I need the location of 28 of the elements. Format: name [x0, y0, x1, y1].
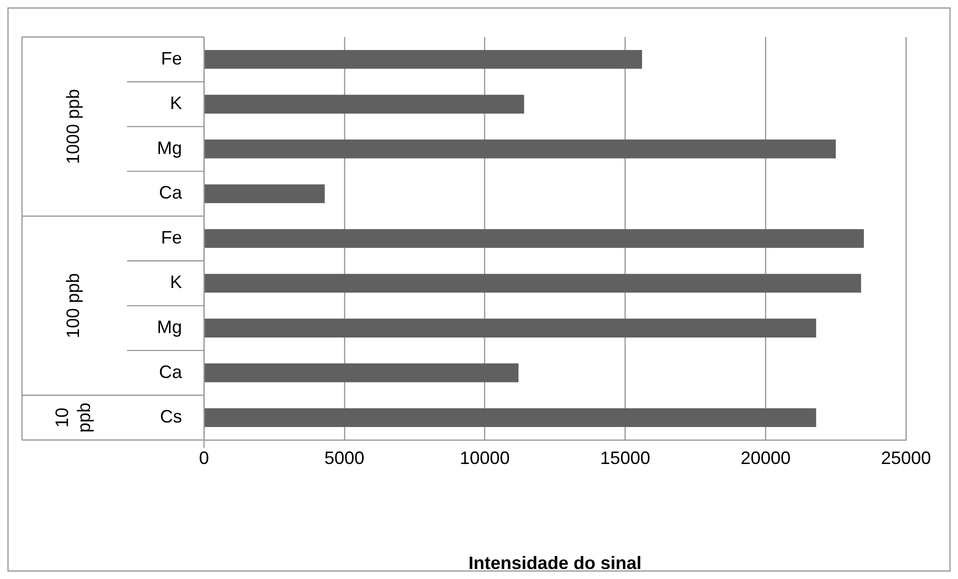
x-tick-label: 15000 — [600, 448, 650, 468]
bar — [204, 408, 816, 428]
bar — [204, 274, 862, 293]
y-tick-label: K — [170, 272, 182, 292]
y-tick-label: Ca — [158, 182, 183, 203]
y-tick-label: Cs — [160, 406, 182, 427]
text: 100 ppb — [62, 273, 83, 338]
y-tick-label: Mg — [156, 138, 182, 158]
x-tick-label: 20000 — [740, 448, 791, 468]
y-tick-label: K — [170, 93, 182, 114]
text: 1000 ppb — [62, 89, 83, 164]
x-axis-title: Intensidade do sinal — [468, 553, 642, 574]
x-tick-label: 10000 — [460, 448, 510, 468]
y-tick-label: Fe — [160, 227, 182, 248]
bar — [204, 318, 816, 338]
x-tick-label: 25000 — [880, 448, 932, 468]
bar — [204, 184, 325, 204]
x-tick-label: 5000 — [324, 448, 364, 468]
bar — [204, 94, 524, 114]
y-tick-label: Mg — [156, 317, 182, 338]
bar — [204, 229, 864, 248]
text: 10 ppb — [52, 402, 94, 433]
bar — [204, 50, 642, 69]
bar — [204, 363, 518, 382]
y-tick-label: Ca — [158, 362, 183, 382]
bar — [204, 140, 836, 158]
x-tick-label: 0 — [198, 448, 210, 468]
y-tick-label: Fe — [160, 48, 182, 68]
